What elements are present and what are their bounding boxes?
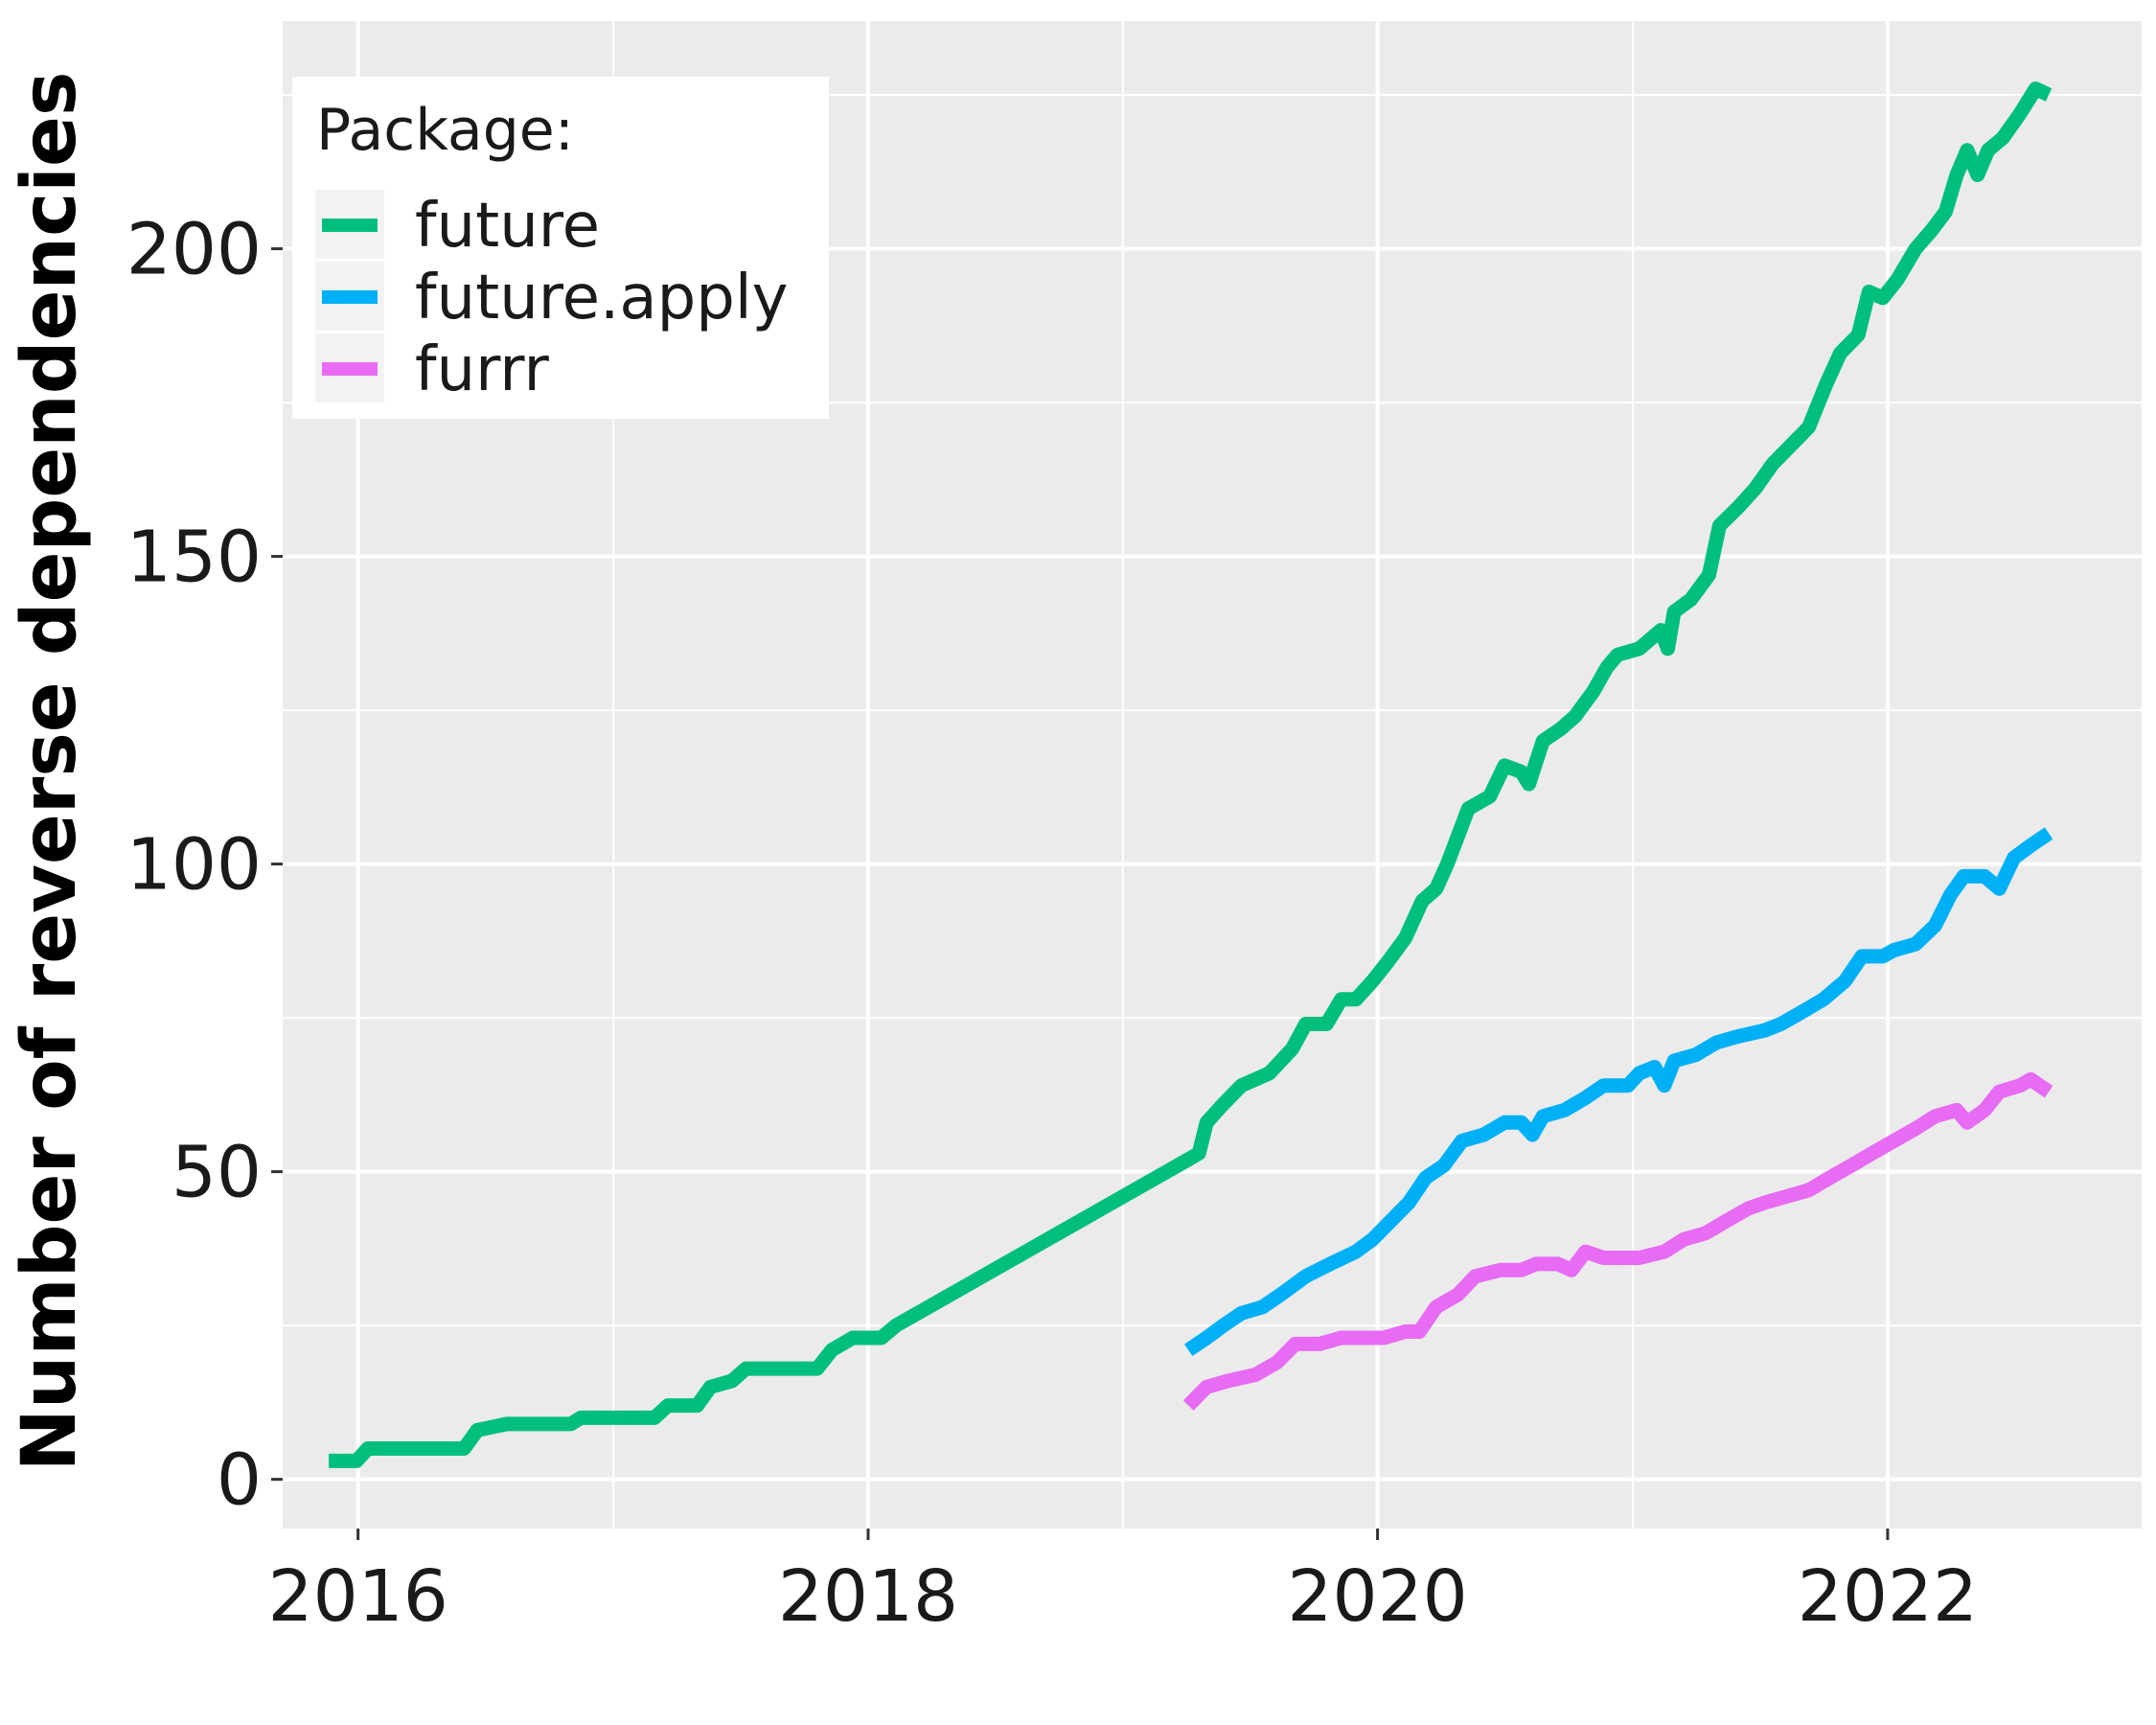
y-tick-label: 0 (217, 1439, 262, 1522)
legend-title: Package: (316, 97, 574, 164)
x-axis-tick-labels: 2016 2018 2020 2022 (267, 1555, 1978, 1638)
y-axis-title: Number of reverse dependencies (7, 72, 93, 1472)
legend-label-future: future (415, 191, 600, 262)
legend-label-furrr: furrr (415, 334, 549, 405)
series-line-furrr (1182, 1071, 2053, 1411)
x-tick-label: 2020 (1287, 1555, 1467, 1638)
y-axis-tick-labels: 0 50 100 150 200 (126, 209, 262, 1522)
series-line-future-apply (1184, 827, 2053, 1357)
y-tick-label: 200 (126, 209, 262, 291)
y-tick-label: 50 (172, 1132, 262, 1214)
major-gridlines (283, 21, 2142, 1529)
x-tick-label: 2022 (1798, 1555, 1978, 1638)
axis-ticks (271, 247, 1890, 1540)
series-layer (329, 81, 2053, 1468)
y-tick-label: 100 (126, 824, 262, 907)
x-tick-label: 2016 (267, 1555, 447, 1638)
x-tick-label: 2018 (778, 1555, 958, 1638)
legend-label-future-apply: future.apply (415, 263, 789, 334)
series-line-future (329, 81, 2053, 1468)
y-tick-label: 150 (126, 517, 262, 599)
